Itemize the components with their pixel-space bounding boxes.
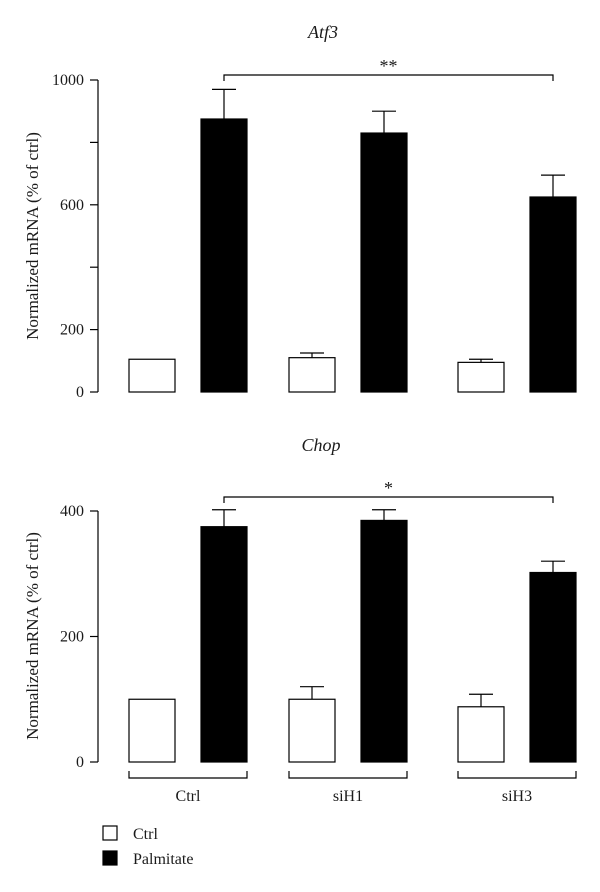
- atf3-bar-sih3-ctrl: [457, 361, 505, 393]
- atf3-significance-bracket: [223, 74, 554, 81]
- chop-panel: Chop Normalized mRNA (% of ctrl) 0 200 400…: [23, 435, 577, 771]
- chop-bar-ctrl-palmitate: [200, 526, 248, 763]
- category-bracket-sih1: [288, 771, 408, 779]
- atf3-bar-sih1-ctrl: [288, 357, 336, 393]
- legend: Ctrl Palmitate: [102, 825, 193, 868]
- atf3-bar-ctrl-palmitate: [200, 118, 248, 393]
- chop-y-tick-label-400: 400: [60, 503, 84, 520]
- category-bracket-ctrl: [128, 771, 248, 779]
- atf3-bar-sih1-palmitate: [360, 132, 408, 393]
- chop-y-axis-label: Normalized mRNA (% of ctrl): [23, 532, 42, 740]
- chop-significance-label: *: [384, 478, 393, 498]
- atf3-y-axis-label: Normalized mRNA (% of ctrl): [23, 132, 42, 340]
- chop-significance-bracket: [223, 496, 554, 503]
- atf3-y-tick-label-200: 200: [60, 322, 84, 339]
- atf3-y-tick-label-1000: 1000: [52, 72, 84, 89]
- atf3-panel: Atf3 Normalized mRNA (% of ctrl) 0 200 600…: [23, 22, 577, 401]
- legend-label-ctrl: Ctrl: [133, 826, 158, 843]
- atf3-bar-sih3-palmitate: [529, 196, 577, 393]
- chop-title: Chop: [301, 435, 340, 455]
- chop-y-tick-label-0: 0: [76, 754, 84, 771]
- atf3-y-tick-label-0: 0: [76, 384, 84, 401]
- chop-bar-sih1-ctrl: [288, 698, 336, 763]
- chop-y-tick-label-200: 200: [60, 629, 84, 646]
- atf3-bar-ctrl-ctrl: [128, 358, 176, 393]
- atf3-y-tick-label-600: 600: [60, 197, 84, 214]
- category-label-sih1: siH1: [333, 788, 363, 805]
- legend-swatch-ctrl: [102, 825, 118, 841]
- category-bracket-sih3: [457, 771, 577, 779]
- chop-bar-sih1-palmitate: [360, 519, 408, 763]
- chop-bar-ctrl-ctrl: [128, 698, 176, 763]
- atf3-significance-label: **: [380, 56, 398, 76]
- chop-bar-sih3-palmitate: [529, 571, 577, 763]
- legend-label-palmitate: Palmitate: [133, 851, 193, 868]
- legend-swatch-palmitate: [102, 850, 118, 866]
- chop-bar-sih3-ctrl: [457, 706, 505, 763]
- category-axis: Ctrl siH1 siH3: [128, 771, 577, 805]
- atf3-title: Atf3: [307, 22, 338, 42]
- category-label-ctrl: Ctrl: [176, 788, 201, 805]
- category-label-sih3: siH3: [502, 788, 532, 805]
